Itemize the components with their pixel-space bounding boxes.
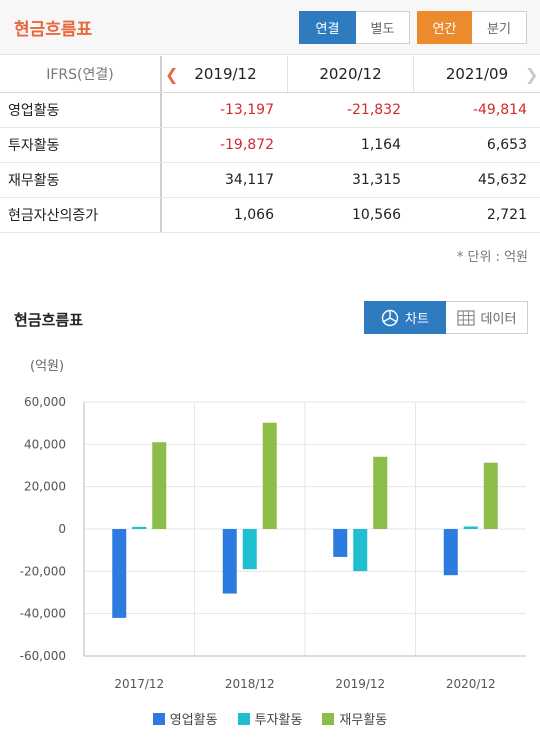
chevron-left-icon[interactable]: ❮ xyxy=(165,65,179,84)
bar xyxy=(242,529,257,570)
y-tick-label: 0 xyxy=(58,522,66,536)
y-tick-label: 20,000 xyxy=(24,480,66,494)
legend-item: 투자활동 xyxy=(237,709,303,728)
column-header: 2021/09 xyxy=(445,65,509,83)
consolidation-toggle: 연결 별도 xyxy=(299,11,410,44)
bar xyxy=(112,529,127,618)
legend-item: 영업활동 xyxy=(152,709,218,728)
legend-label: 투자활동 xyxy=(254,713,303,728)
page-title: 현금흐름표 xyxy=(14,20,93,40)
x-tick-label: 2017/12 xyxy=(114,677,164,691)
y-tick-label: -60,000 xyxy=(20,649,66,663)
table-cell: 6,653 xyxy=(486,137,527,153)
chart-view-label: 차트 xyxy=(405,312,429,327)
column-header: 2020/12 xyxy=(288,56,414,92)
table-header-row: IFRS(연결) 2019/12 2020/12 2021/09 ❮ ❯ xyxy=(0,56,540,93)
row-label: 재무활동 xyxy=(0,163,162,197)
row-label: 영업활동 xyxy=(0,93,162,127)
data-view-label: 데이터 xyxy=(480,312,517,327)
y-tick-label: 40,000 xyxy=(24,437,66,451)
separate-button[interactable]: 별도 xyxy=(356,11,410,44)
bar xyxy=(373,456,388,529)
data-view-button[interactable]: 데이터 xyxy=(446,301,528,334)
consolidated-button[interactable]: 연결 xyxy=(299,11,356,44)
chart-section-title: 현금흐름표 xyxy=(14,311,84,329)
bar xyxy=(262,422,277,529)
table-cell: 45,632 xyxy=(478,172,527,188)
column-header: 2019/12 xyxy=(164,56,288,92)
y-tick-label: -40,000 xyxy=(20,607,66,621)
table-cell: 31,315 xyxy=(352,172,401,188)
table-cell: 1,164 xyxy=(360,137,401,153)
annual-button[interactable]: 연간 xyxy=(417,11,472,44)
cashflow-bar-chart: 60,000 40,000 20,000 0 -20,000 -40,000 -60,000… xyxy=(20,395,526,691)
table-cell: -13,197 xyxy=(219,102,274,118)
table-cell: -19,872 xyxy=(219,137,274,153)
bar xyxy=(333,529,348,557)
ifrs-label: IFRS(연결) xyxy=(0,56,162,92)
bar xyxy=(152,442,167,529)
bar xyxy=(353,529,368,572)
row-label: 투자활동 xyxy=(0,128,162,162)
quarterly-button[interactable]: 분기 xyxy=(472,11,527,44)
y-tick-label: 60,000 xyxy=(24,395,66,409)
y-axis-unit: (억원) xyxy=(30,359,65,374)
table-cell: 10,566 xyxy=(352,207,401,223)
table-grid-icon xyxy=(456,309,475,326)
legend-label: 영업활동 xyxy=(169,713,218,728)
pie-chart-icon xyxy=(381,309,399,326)
chart-legend: 영업활동 투자활동 재무활동 xyxy=(0,709,540,728)
table-row: 재무활동 34,117 31,315 45,632 xyxy=(0,163,540,198)
chart-view-button[interactable]: 차트 xyxy=(364,301,446,334)
table-row: 투자활동 -19,872 1,164 6,653 xyxy=(0,128,540,163)
legend-item: 재무활동 xyxy=(322,709,387,728)
unit-note: * 단위 : 억원 xyxy=(456,250,528,265)
legend-swatch xyxy=(152,712,165,725)
x-tick-label: 2020/12 xyxy=(446,677,496,691)
row-label: 현금자산의증가 xyxy=(0,198,162,232)
table-cell: 1,066 xyxy=(233,207,274,223)
legend-label: 재무활동 xyxy=(339,713,388,728)
bar xyxy=(483,462,498,529)
table-cell: 2,721 xyxy=(486,207,527,223)
bar xyxy=(132,526,147,529)
y-tick-label: -20,000 xyxy=(20,564,66,578)
legend-swatch xyxy=(322,712,335,725)
table-row: 영업활동 -13,197 -21,832 -49,814 xyxy=(0,93,540,128)
cashflow-table: IFRS(연결) 2019/12 2020/12 2021/09 ❮ ❯ 영업활… xyxy=(0,56,540,233)
table-cell: -49,814 xyxy=(472,102,527,118)
header-bar: 현금흐름표 연결 별도 연간 분기 xyxy=(0,0,540,55)
bar xyxy=(443,529,458,576)
x-tick-label: 2018/12 xyxy=(225,677,275,691)
table-row: 현금자산의증가 1,066 10,566 2,721 xyxy=(0,198,540,233)
bar xyxy=(222,529,237,594)
chevron-right-icon[interactable]: ❯ xyxy=(525,65,539,84)
bar xyxy=(463,526,478,529)
legend-swatch xyxy=(237,712,250,725)
table-cell: -21,832 xyxy=(346,102,401,118)
view-toggle: 차트 데이터 xyxy=(364,301,528,334)
table-cell: 34,117 xyxy=(225,172,274,188)
period-toggle: 연간 분기 xyxy=(417,11,527,44)
x-tick-label: 2019/12 xyxy=(335,677,385,691)
